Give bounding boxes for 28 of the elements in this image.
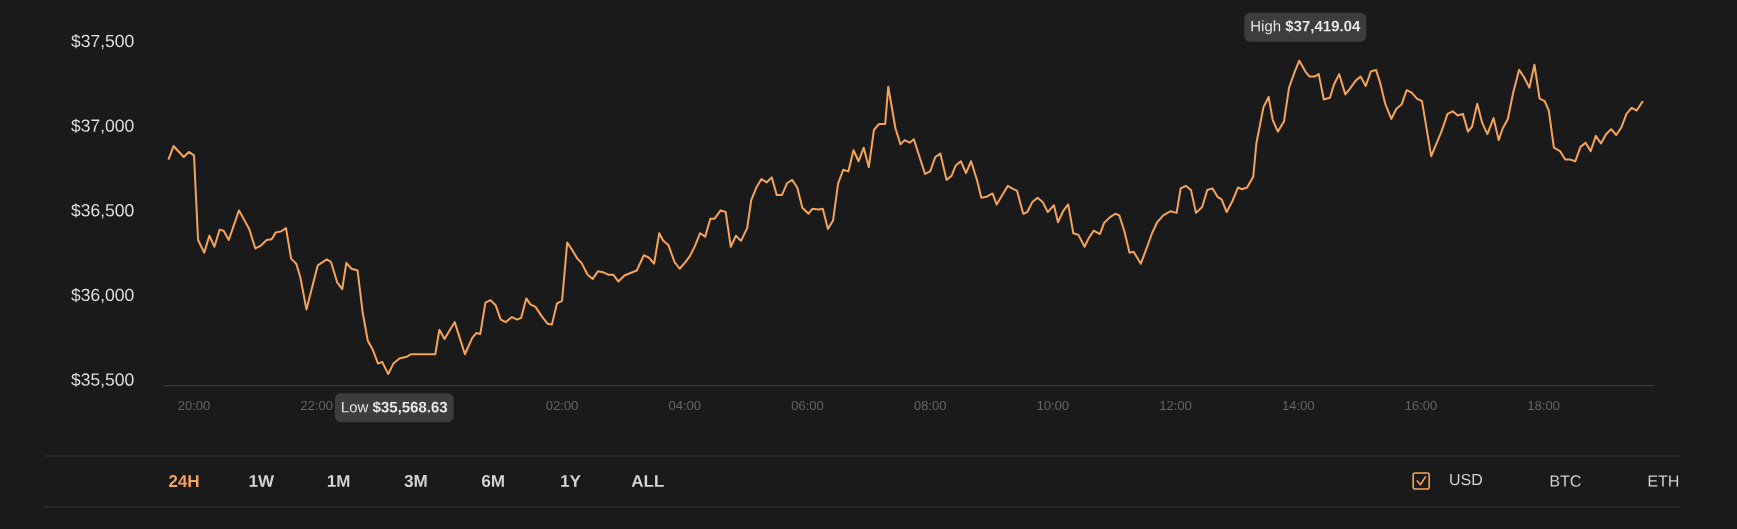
x-tick-label: 16:00: [1405, 400, 1437, 411]
annotation: Low $35,568.63: [342, 401, 448, 415]
text: 3M: [404, 474, 427, 488]
text: 1Y: [561, 475, 581, 487]
text: BTC: [1550, 475, 1581, 487]
x-tick-label: 14:00: [1283, 400, 1315, 411]
text: ALL: [631, 475, 664, 487]
y-tick-label: $35,500: [71, 372, 134, 388]
text: 1M: [327, 475, 350, 487]
text: ETH: [1648, 475, 1679, 487]
x-tick-label: 20:00: [178, 400, 210, 411]
y-tick-label: $36,000: [71, 287, 134, 304]
x-tick-label: 06:00: [791, 400, 824, 411]
y-tick-label: $37,500: [71, 34, 134, 50]
text: 6M: [482, 474, 504, 487]
x-tick-label: 22:00: [301, 400, 333, 411]
annotation: High $37,419.04: [1251, 20, 1361, 35]
text: 1W: [249, 475, 275, 487]
y-tick-label: $36,500: [71, 203, 134, 219]
x-tick-label: 10:00: [1037, 400, 1069, 411]
x-tick-label: 02:00: [546, 400, 578, 411]
text: 24H: [169, 475, 199, 487]
x-tick-label: 04:00: [669, 400, 701, 411]
x-tick-label: 12:00: [1160, 400, 1192, 411]
y-tick-label: $37,000: [71, 118, 134, 134]
legend-label: USD: [1450, 473, 1483, 486]
x-tick-label: 18:00: [1528, 400, 1560, 411]
x-tick-label: 08:00: [914, 400, 946, 411]
